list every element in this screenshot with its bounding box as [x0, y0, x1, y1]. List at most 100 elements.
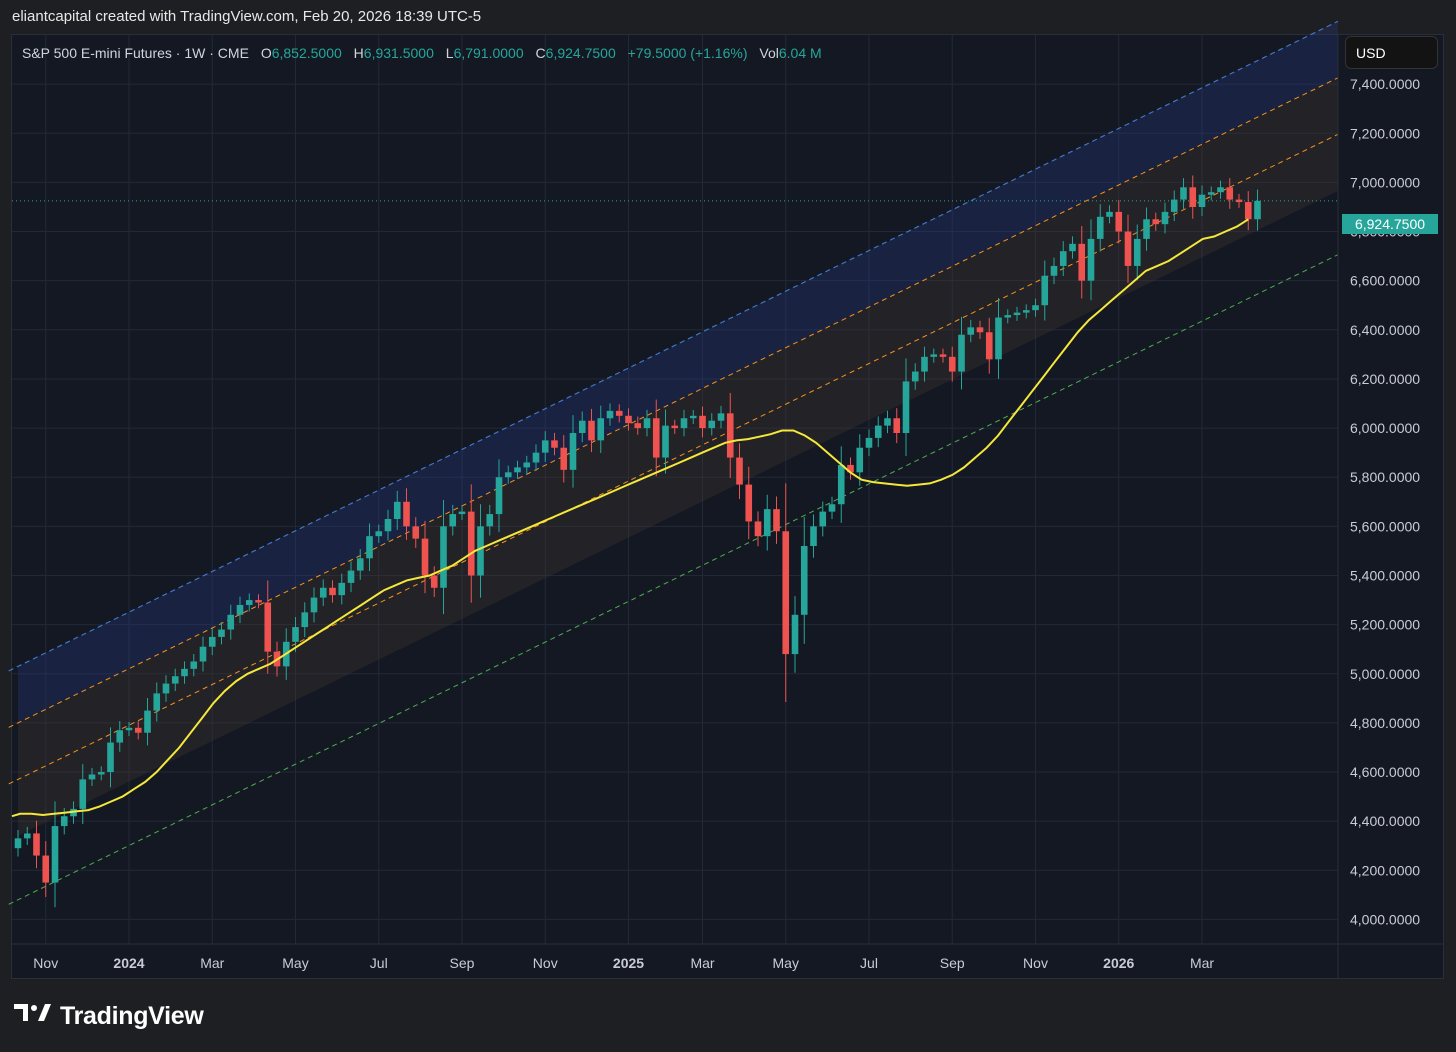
x-tick-label: Nov [533, 955, 558, 971]
y-tick-label: 6,200.0000 [1350, 371, 1420, 387]
candle-body [310, 597, 318, 613]
y-tick-label: 4,200.0000 [1350, 862, 1420, 878]
low-value: 6,791.0000 [453, 45, 524, 61]
candle-body [1041, 275, 1049, 306]
y-tick-label: 7,400.0000 [1350, 76, 1420, 92]
candle-body [930, 354, 938, 357]
candle-body [245, 600, 253, 605]
channel-mid-lower-line [8, 133, 1339, 785]
channel-outer-lower-line [8, 254, 1339, 905]
volume-value: 6.04 M [778, 45, 822, 61]
y-tick-label: 6,000.0000 [1350, 420, 1420, 436]
candle-body [255, 600, 262, 603]
y-tick-label: 4,600.0000 [1350, 764, 1420, 780]
candle-body [856, 447, 864, 473]
candle-body [921, 356, 928, 372]
x-tick-label: Nov [1023, 955, 1048, 971]
tradingview-brand: TradingView [60, 1001, 204, 1030]
candle-body [569, 432, 577, 470]
candle-body [976, 327, 984, 333]
candle-body [403, 501, 410, 527]
currency-button[interactable]: USD [1345, 36, 1438, 69]
candle-body [495, 477, 503, 515]
x-tick-label: Mar [200, 955, 224, 971]
tradingview-logo-icon [14, 1002, 52, 1031]
candle-body [967, 327, 975, 335]
y-tick-label: 6,400.0000 [1350, 322, 1420, 338]
candle-body [893, 418, 901, 433]
candle-body [421, 538, 429, 576]
y-tick-label: 7,000.0000 [1350, 174, 1420, 190]
candle-body [791, 614, 799, 655]
candle-body [948, 356, 956, 372]
candle-body [514, 467, 521, 473]
candle-body [689, 415, 697, 419]
candle-body [902, 381, 910, 433]
candle-body [1207, 192, 1215, 195]
candle-body [1198, 194, 1206, 207]
candle-body [504, 472, 512, 478]
candle-body [606, 410, 614, 419]
candle-body [458, 511, 466, 515]
open-label: O [260, 45, 272, 61]
candle-body [1143, 219, 1150, 239]
y-tick-label: 5,600.0000 [1350, 518, 1420, 534]
candle-body [88, 774, 96, 780]
candle-body [292, 627, 299, 642]
candle-body [467, 511, 475, 576]
candle-body [79, 779, 87, 809]
candle-body [819, 511, 827, 527]
x-tick-label: May [282, 955, 308, 971]
candle-body [736, 457, 743, 485]
x-tick-label: Nov [33, 955, 58, 971]
candle-body [995, 317, 1002, 360]
close-value: 6,924.7500 [545, 45, 616, 61]
candle-body [347, 570, 355, 583]
candle-body [1235, 199, 1243, 203]
candle-body [1161, 211, 1169, 225]
channel-upper-line [8, 20, 1339, 672]
candle-body [1152, 219, 1160, 225]
high-value: 6,931.5000 [363, 45, 434, 61]
candle-body [384, 518, 392, 532]
chart-attribution: eliantcapital created with TradingView.c… [12, 8, 482, 25]
tradingview-logo[interactable]: TradingView [14, 999, 204, 1033]
candle-body [754, 521, 762, 537]
candle-body [958, 334, 965, 372]
candle-body [1189, 187, 1197, 207]
candle-body [985, 332, 993, 360]
candle-body [430, 575, 438, 588]
candle-body [1096, 216, 1104, 239]
candle-body [671, 425, 679, 429]
x-tick-label: Mar [690, 955, 714, 971]
candle-body [60, 816, 68, 827]
candle-body [477, 526, 484, 576]
candle-body [745, 484, 753, 522]
candle-body [181, 668, 188, 677]
candle-body [301, 612, 309, 628]
candle-body [643, 418, 651, 429]
change-value: +79.5000 (+1.16%) [627, 45, 748, 61]
candle-body [828, 504, 836, 512]
candle-body [1254, 200, 1261, 220]
candle-body [329, 587, 336, 596]
candle-body [1022, 310, 1030, 313]
candle-body [227, 614, 235, 630]
candle-body [486, 514, 494, 527]
candle-body [541, 440, 549, 453]
candle-body [440, 526, 447, 588]
candle-body [97, 772, 105, 775]
candle-body [1180, 187, 1187, 200]
symbol-name[interactable]: S&P 500 E-mini Futures · 1W · CME [22, 45, 249, 61]
candle-body [162, 683, 170, 694]
x-tick-label: Jul [860, 955, 878, 971]
candle-body [726, 413, 734, 458]
candle-body [588, 420, 595, 441]
close-label: C [535, 45, 546, 61]
candle-body [134, 727, 142, 733]
candle-body [578, 420, 586, 433]
candle-body [171, 676, 179, 684]
candle-body [773, 509, 780, 532]
candle-body [615, 410, 623, 416]
